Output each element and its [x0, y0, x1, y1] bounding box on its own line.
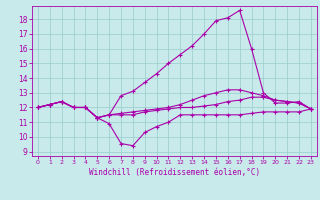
X-axis label: Windchill (Refroidissement éolien,°C): Windchill (Refroidissement éolien,°C): [89, 168, 260, 177]
